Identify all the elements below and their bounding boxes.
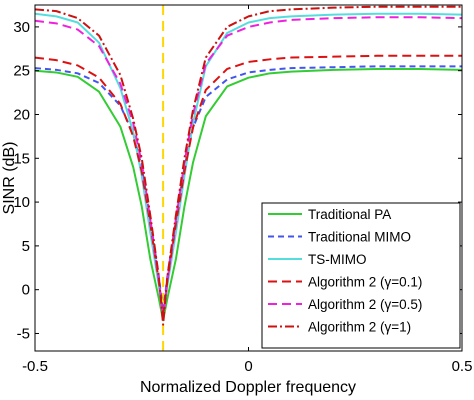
x-tick-label: 0.5 [452, 358, 473, 375]
legend-label-5: Algorithm 2 (γ=0.5) [308, 297, 422, 312]
legend-box [261, 202, 461, 349]
legend-label-2: Traditional MIMO [308, 230, 411, 245]
y-tick-label: 10 [13, 194, 30, 211]
x-tick-label: 0 [244, 358, 252, 375]
y-tick-label: 25 [13, 63, 30, 80]
x-axis-label: Normalized Doppler frequency [140, 379, 356, 396]
y-tick-label: 5 [22, 238, 30, 255]
y-tick-label: 0 [22, 282, 30, 299]
series-line-6 [35, 5, 462, 326]
y-tick-label: 20 [13, 106, 30, 123]
legend-label-4: Algorithm 2 (γ=0.1) [308, 275, 422, 290]
legend-label-3: TS-MIMO [308, 252, 367, 267]
legend-label-6: Algorithm 2 (γ=1) [308, 320, 411, 335]
legend: Traditional PA Traditional MIMO TS-MIMO Alg… [261, 202, 461, 349]
y-tick-label: 30 [13, 19, 30, 36]
x-tick-label: -0.5 [22, 358, 48, 375]
y-axis-label: SINR (dB) [1, 142, 18, 215]
y-tick-label: 15 [13, 150, 30, 167]
y-tick-label: -5 [17, 325, 30, 342]
series-line-1 [35, 67, 462, 322]
legend-label-1: Traditional PA [308, 207, 391, 222]
